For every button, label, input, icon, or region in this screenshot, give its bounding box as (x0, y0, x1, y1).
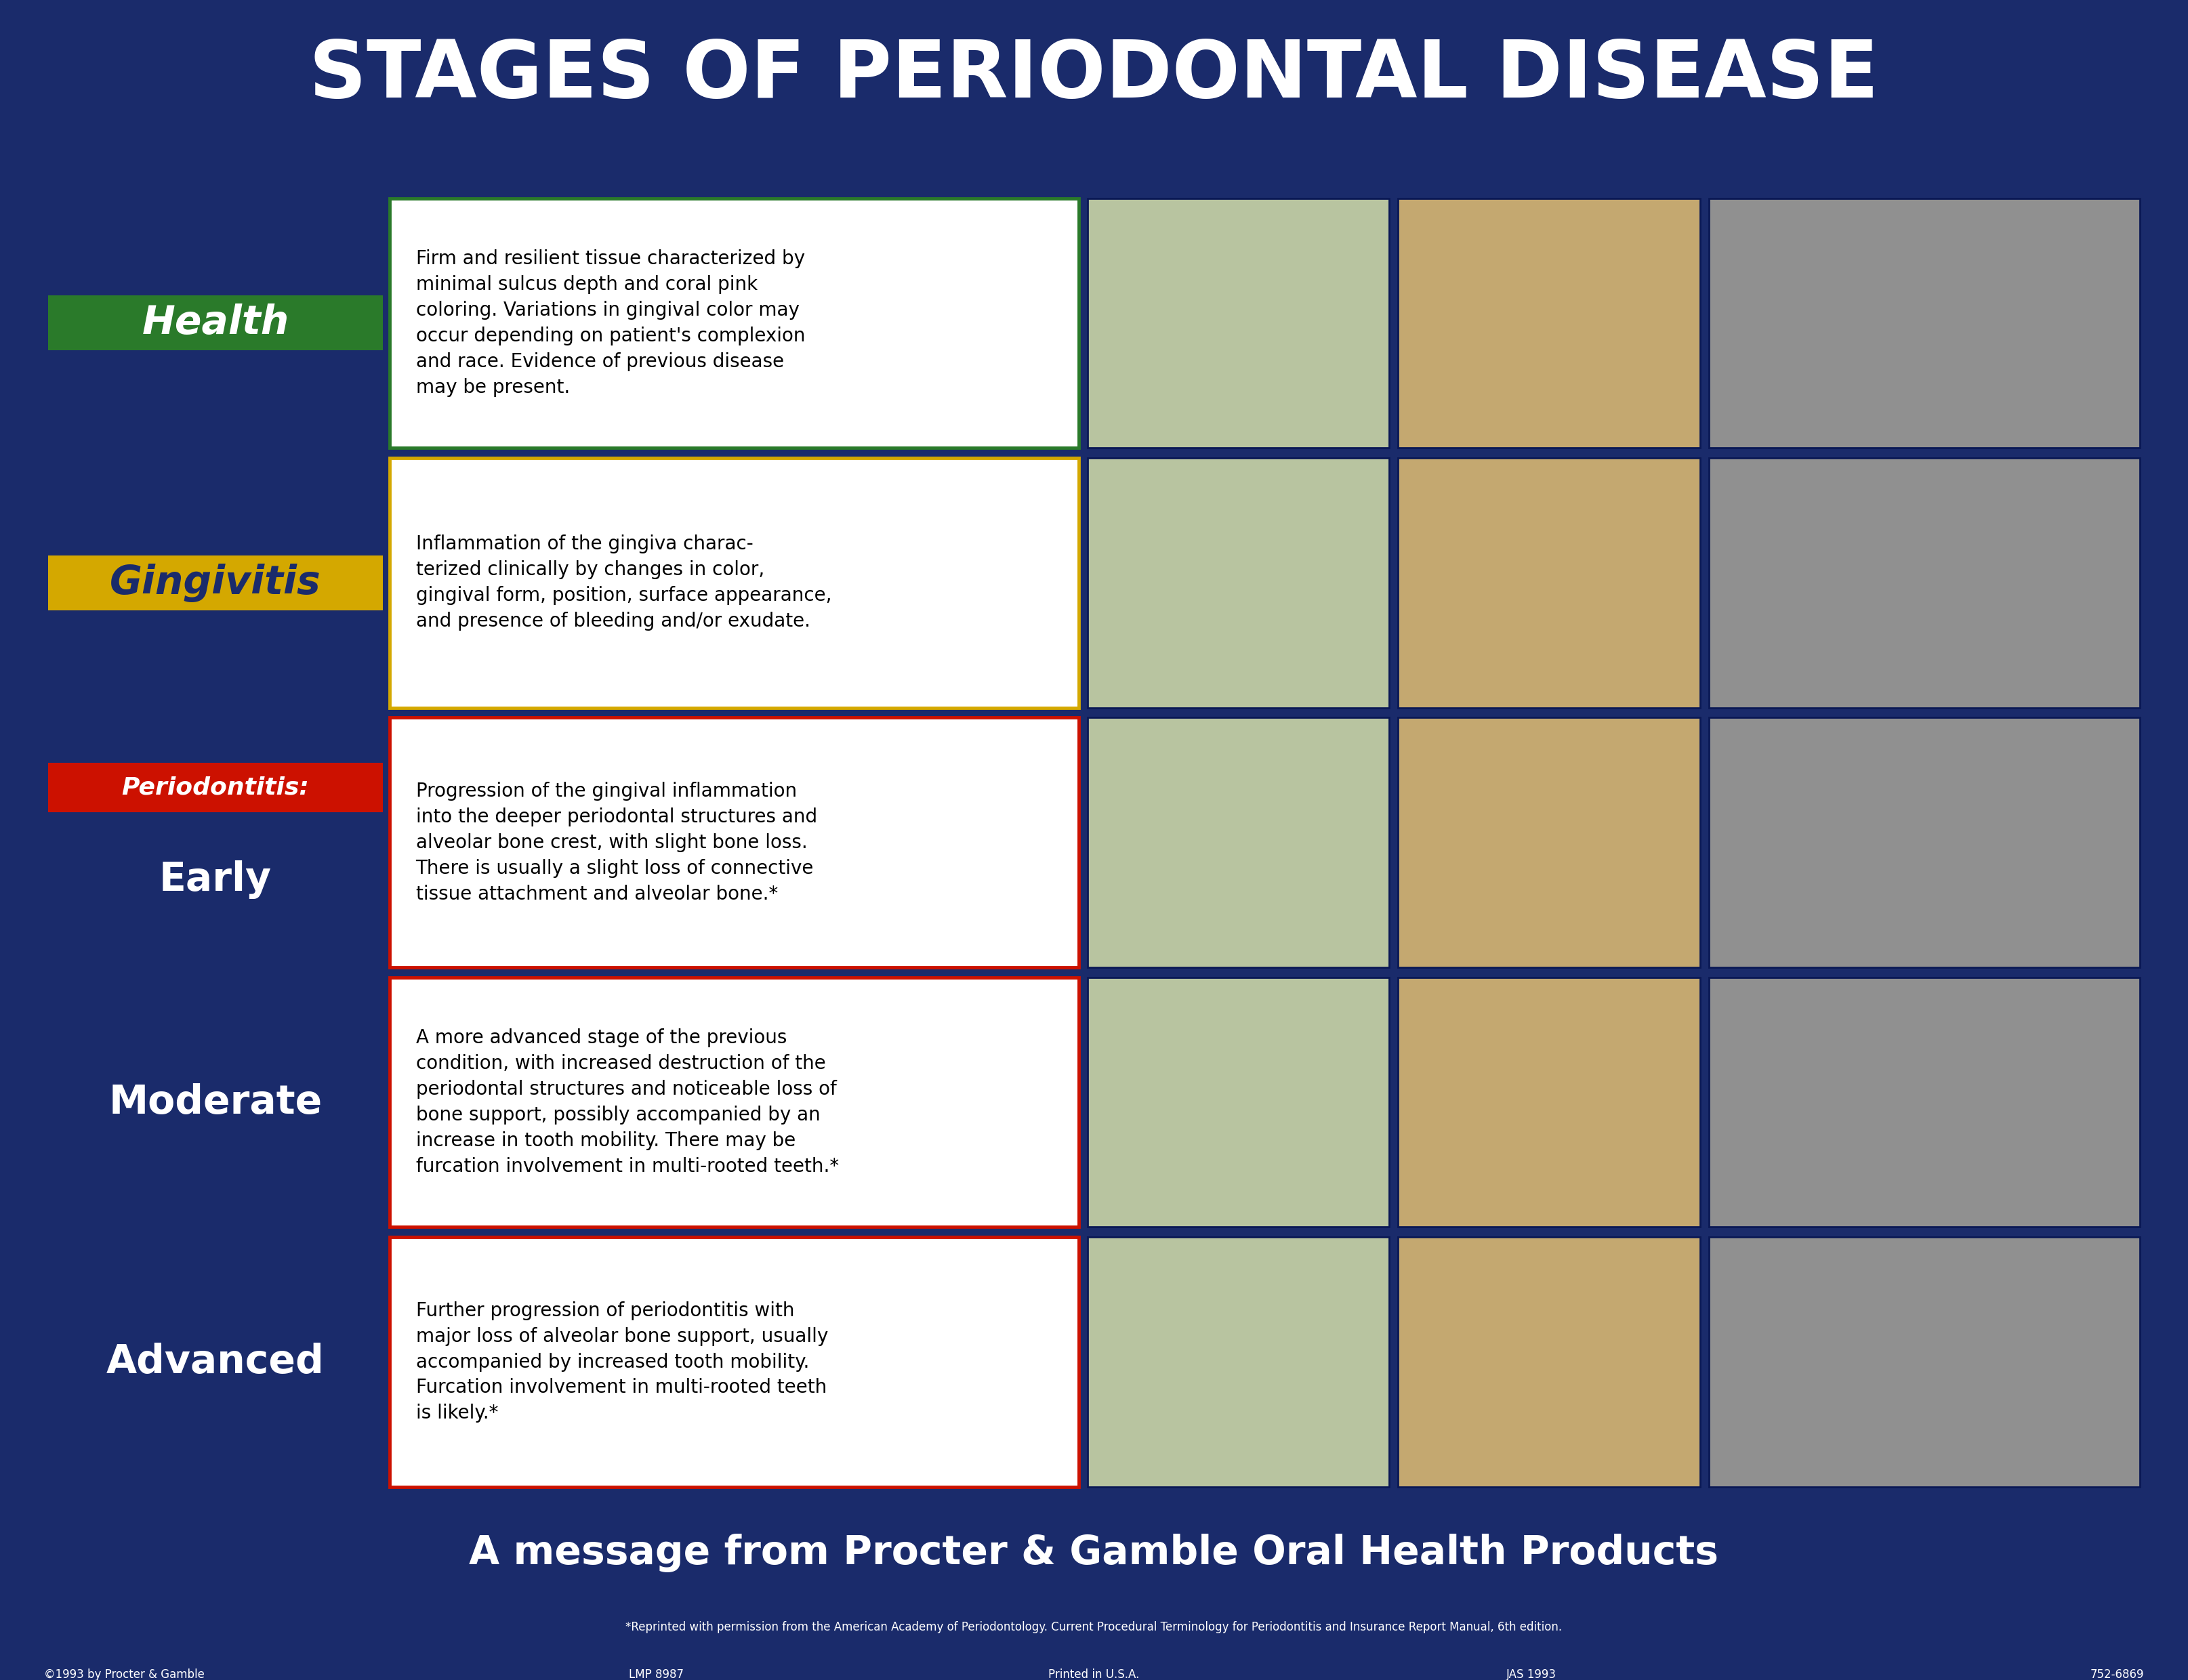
Text: Periodontitis:: Periodontitis: (123, 776, 309, 800)
Bar (1398, 978, 1700, 1226)
Bar (48, 556, 383, 610)
Bar (1709, 459, 2140, 707)
Bar (1398, 198, 1700, 449)
Text: Firm and resilient tissue characterized by
minimal sulcus depth and coral pink
c: Firm and resilient tissue characterized … (416, 249, 805, 396)
Bar (1087, 198, 1389, 449)
Text: Advanced: Advanced (107, 1342, 324, 1381)
Text: ©1993 by Procter & Gamble: ©1993 by Procter & Gamble (44, 1668, 203, 1680)
Bar (1087, 1236, 1389, 1487)
Bar (1398, 717, 1700, 968)
Bar (389, 459, 1079, 707)
Text: *Reprinted with permission from the American Academy of Periodontology. Current : *Reprinted with permission from the Amer… (626, 1621, 1562, 1633)
Text: Moderate: Moderate (109, 1084, 322, 1122)
Bar (389, 978, 1079, 1226)
Bar (1087, 978, 1389, 1226)
Text: 752-6869: 752-6869 (2090, 1668, 2144, 1680)
Bar (1087, 459, 1389, 707)
Bar (1709, 978, 2140, 1226)
Text: Gingivitis: Gingivitis (109, 563, 322, 601)
Bar (1709, 717, 2140, 968)
Text: Progression of the gingival inflammation
into the deeper periodontal structures : Progression of the gingival inflammation… (416, 781, 816, 904)
Bar (389, 717, 1079, 968)
Bar (389, 1236, 1079, 1487)
Text: JAS 1993: JAS 1993 (1508, 1668, 1556, 1680)
Bar (1087, 717, 1389, 968)
Text: A message from Procter & Gamble Oral Health Products: A message from Procter & Gamble Oral Hea… (468, 1534, 1720, 1572)
Text: Further progression of periodontitis with
major loss of alveolar bone support, u: Further progression of periodontitis wit… (416, 1300, 827, 1423)
Text: STAGES OF PERIODONTAL DISEASE: STAGES OF PERIODONTAL DISEASE (309, 37, 1879, 114)
Bar (48, 763, 383, 813)
Bar (1398, 1236, 1700, 1487)
Text: Printed in U.S.A.: Printed in U.S.A. (1048, 1668, 1140, 1680)
Text: LMP 8987: LMP 8987 (628, 1668, 685, 1680)
Bar (48, 296, 383, 351)
Text: Inflammation of the gingiva charac-
terized clinically by changes in color,
ging: Inflammation of the gingiva charac- teri… (416, 534, 831, 630)
Text: Health: Health (142, 304, 289, 343)
Bar (1398, 459, 1700, 707)
Bar (1709, 198, 2140, 449)
Bar (1709, 1236, 2140, 1487)
Text: A more advanced stage of the previous
condition, with increased destruction of t: A more advanced stage of the previous co… (416, 1028, 838, 1176)
Bar (389, 198, 1079, 449)
Text: Early: Early (160, 860, 271, 899)
